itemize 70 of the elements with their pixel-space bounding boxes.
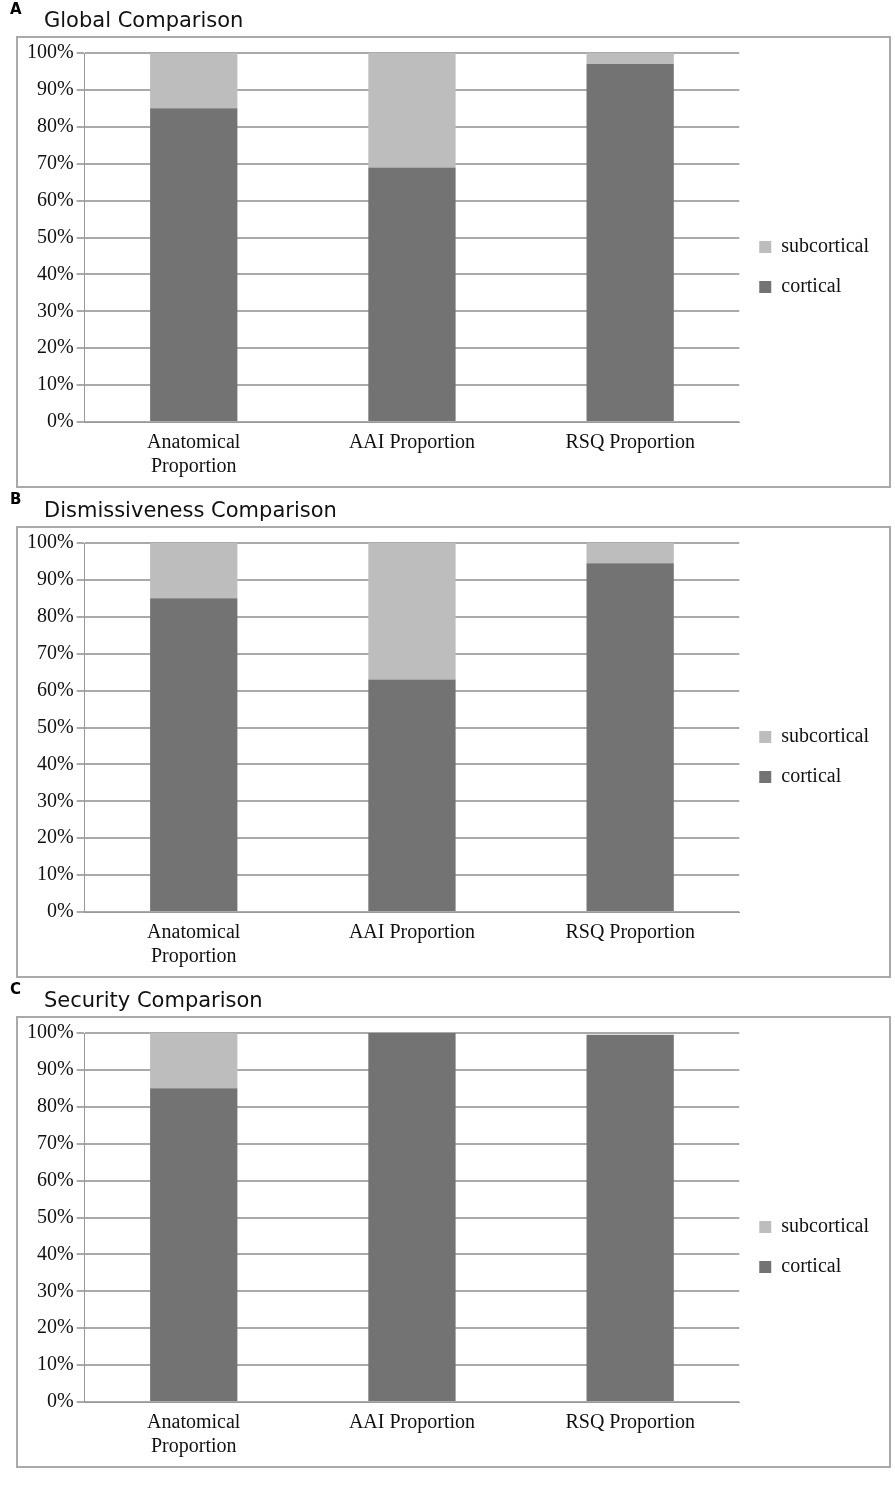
y-tick-label: 40%	[36, 751, 74, 774]
y-tick-label: 30%	[36, 1278, 74, 1301]
chart-title: Global Comparison	[44, 8, 244, 32]
y-tick-label: 60%	[36, 187, 74, 210]
y-tick-label: 50%	[36, 224, 74, 247]
y-tick-label: 70%	[36, 1130, 74, 1153]
bar	[368, 167, 456, 421]
y-tick-label: 10%	[36, 372, 74, 395]
bar	[368, 679, 456, 911]
x-tick-label: RSQ Proportion	[565, 920, 695, 944]
y-tick-label: 30%	[36, 788, 74, 811]
legend-label: subcortical	[781, 234, 870, 257]
y-tick-label: 90%	[36, 567, 74, 590]
bar	[150, 543, 238, 599]
y-tick-label: 40%	[36, 1241, 74, 1264]
y-tick-label: 100%	[26, 1020, 74, 1043]
x-tick-label: AAI Proportion	[348, 430, 476, 454]
text: B	[10, 490, 22, 508]
x-tick-label: Anatomical Proportion	[147, 430, 241, 478]
bar	[150, 53, 238, 109]
text: A	[10, 0, 22, 18]
bar	[586, 1034, 674, 1401]
bar	[586, 53, 674, 65]
y-tick-label: 10%	[36, 862, 74, 885]
bar	[586, 64, 674, 421]
bar	[150, 598, 238, 911]
x-tick-label: AAI Proportion	[348, 1410, 476, 1434]
bar	[150, 1033, 238, 1089]
y-tick-label: 80%	[36, 114, 74, 137]
y-tick-label: 100%	[26, 40, 74, 63]
y-tick-label: 20%	[36, 335, 74, 358]
y-tick-label: 40%	[36, 261, 74, 284]
x-tick-label: Anatomical Proportion	[147, 1410, 241, 1458]
y-tick-label: 0%	[46, 409, 74, 432]
y-tick-label: 50%	[36, 714, 74, 737]
bar	[368, 53, 456, 168]
x-tick-label: RSQ Proportion	[565, 1410, 695, 1434]
x-tick-label: AAI Proportion	[348, 920, 476, 944]
chart-title: Dismissiveness Comparison	[44, 498, 337, 522]
legend-label: cortical	[781, 1254, 842, 1277]
legend-label: subcortical	[781, 724, 870, 747]
text: C	[10, 980, 22, 998]
bar	[368, 543, 456, 680]
y-tick-label: 90%	[36, 1057, 74, 1080]
y-tick-label: 100%	[26, 530, 74, 553]
x-tick-label: Anatomical Proportion	[147, 920, 241, 968]
bar	[586, 563, 674, 911]
y-tick-label: 90%	[36, 77, 74, 100]
y-tick-label: 80%	[36, 1094, 74, 1117]
y-tick-label: 0%	[46, 899, 74, 922]
y-tick-label: 70%	[36, 150, 74, 173]
y-tick-label: 50%	[36, 1204, 74, 1227]
y-tick-label: 30%	[36, 298, 74, 321]
y-tick-label: 20%	[36, 1315, 74, 1338]
chart-title: Security Comparison	[44, 988, 263, 1012]
legend-label: subcortical	[781, 1214, 870, 1237]
y-tick-label: 70%	[36, 640, 74, 663]
y-tick-label: 0%	[46, 1389, 74, 1412]
x-tick-label: RSQ Proportion	[565, 430, 695, 454]
y-tick-label: 60%	[36, 677, 74, 700]
bar	[150, 108, 238, 421]
y-tick-label: 10%	[36, 1352, 74, 1375]
legend-label: cortical	[781, 764, 842, 787]
y-tick-label: 60%	[36, 1167, 74, 1190]
y-tick-label: 20%	[36, 825, 74, 848]
legend-label: cortical	[781, 274, 842, 297]
bar	[586, 543, 674, 564]
y-tick-label: 80%	[36, 604, 74, 627]
bar	[368, 1033, 456, 1401]
bar	[150, 1088, 238, 1401]
